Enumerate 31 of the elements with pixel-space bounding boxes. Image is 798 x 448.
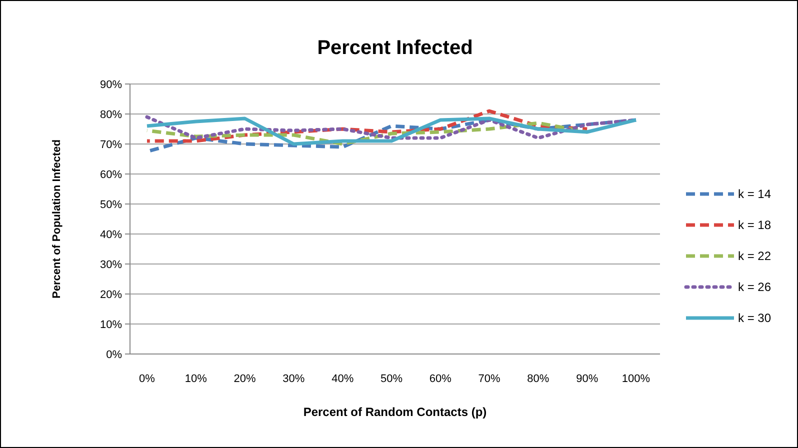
- y-tick-label: 30%: [100, 258, 122, 271]
- x-tick-label: 50%: [380, 373, 403, 385]
- x-tick-label: 60%: [429, 373, 452, 385]
- y-tick-label: 50%: [100, 198, 122, 211]
- y-tick-label: 70%: [100, 138, 122, 151]
- x-tick-label: 90%: [576, 373, 598, 385]
- y-axis-title: Percent of Population Infected: [51, 140, 63, 298]
- legend-label: k = 18: [738, 218, 772, 232]
- x-tick-label: 80%: [527, 373, 550, 385]
- y-tick-label: 20%: [100, 288, 122, 301]
- legend-label: k = 30: [738, 311, 772, 326]
- x-tick-label: 40%: [332, 373, 354, 385]
- line-series: [145, 109, 589, 143]
- x-tick-label: 10%: [184, 373, 208, 385]
- y-tick-label: 90%: [100, 78, 122, 91]
- x-axis-title: Percent of Random Contacts (p): [303, 405, 487, 419]
- legend-label: k = 14: [738, 187, 772, 202]
- x-tick-label: 100%: [622, 373, 650, 385]
- x-tick-label: 70%: [478, 373, 501, 385]
- y-tick-label: 10%: [100, 318, 122, 331]
- legend-label: k = 22: [738, 249, 772, 264]
- legend-label: k = 26: [738, 280, 772, 294]
- chart-title: Percent Infected: [317, 37, 473, 59]
- y-tick-label: 40%: [100, 228, 122, 241]
- x-tick-label: 20%: [234, 373, 256, 385]
- x-tick-label: 30%: [282, 373, 305, 385]
- y-tick-label: 60%: [100, 168, 122, 181]
- line-series: [145, 116, 638, 146]
- y-tick-label: 0%: [106, 348, 122, 361]
- y-tick-label: 80%: [100, 108, 122, 121]
- x-tick-label: 0%: [139, 373, 156, 385]
